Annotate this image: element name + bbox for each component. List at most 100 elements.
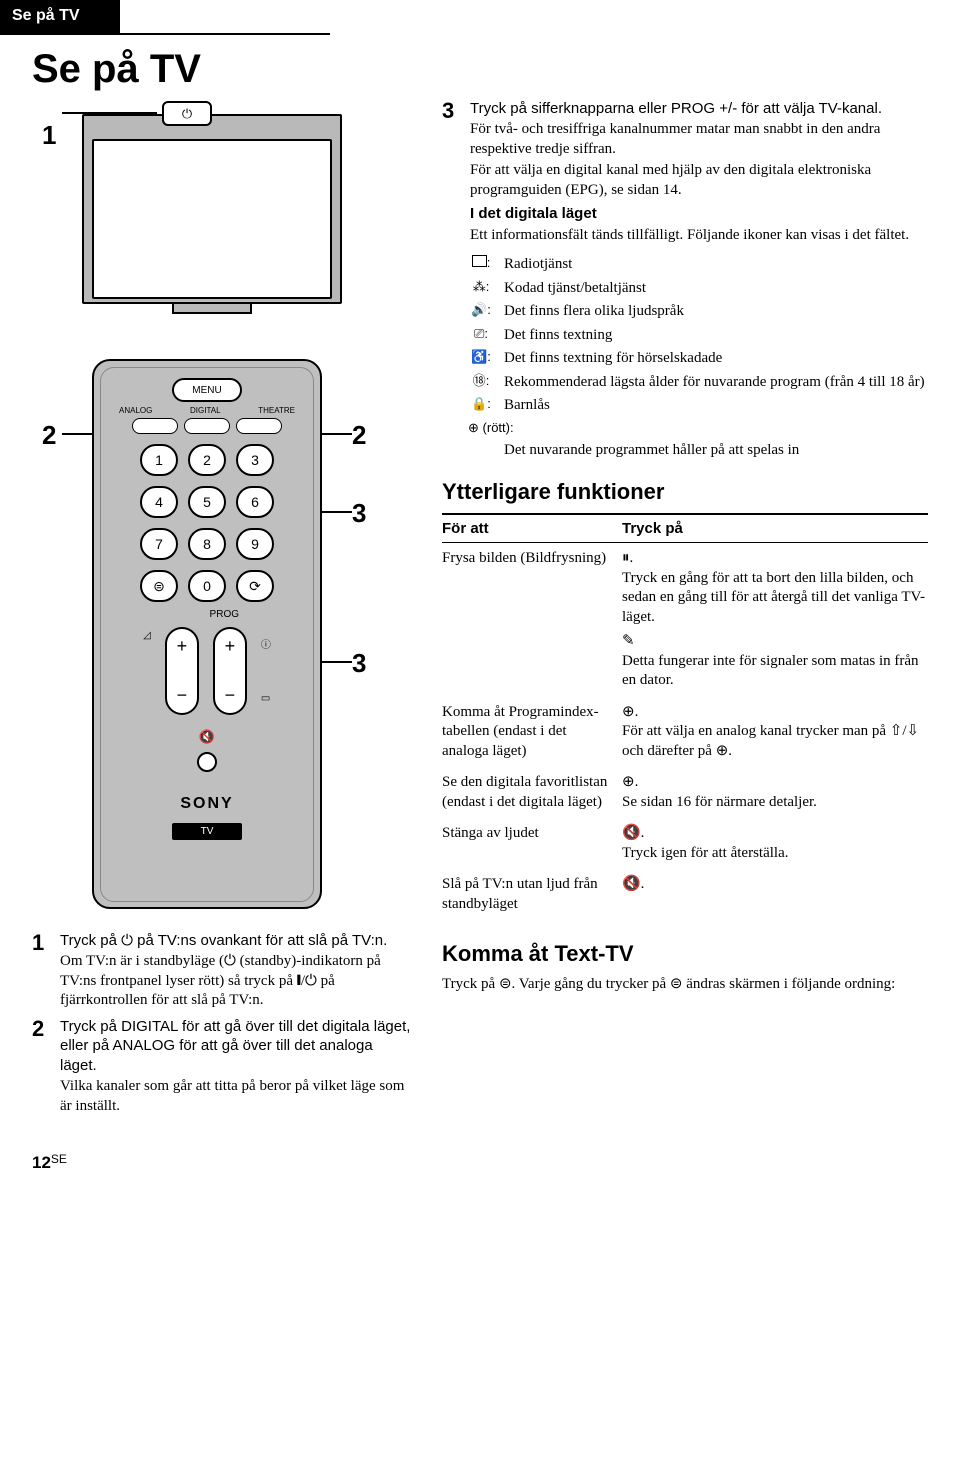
rec-icon: ⊕ (468, 420, 479, 435)
callout-line (322, 511, 352, 513)
page-number: 12 (32, 1153, 51, 1172)
step-main: Tryck på sifferknapparna eller PROG +/- … (470, 99, 928, 119)
step-3: 3 Tryck på sifferknapparna eller PROG +/… (442, 99, 928, 246)
callout-2-right: 2 (352, 419, 366, 453)
header-rule (0, 33, 330, 35)
tv-screen (92, 139, 332, 299)
mode-label-analog: ANALOG (119, 406, 152, 416)
radio-icon (472, 255, 487, 267)
icon-row-age: ⑱: Rekommenderad lägsta ålder för nuvara… (468, 373, 928, 393)
step-sub: För att välja en digital kanal med hjälp… (470, 161, 928, 200)
step-sub: Ett informationsfält tänds tillfälligt. … (470, 226, 928, 246)
icon-desc: Barnlås (504, 396, 550, 416)
table-row: Komma åt Programindex-tabellen (endast i… (442, 697, 928, 768)
menu-button[interactable]: MENU (172, 378, 242, 402)
cell-b-text: Se sidan 16 för närmare detaljer. (622, 793, 928, 813)
icon-desc: Det finns textning (504, 326, 612, 346)
prog-label: PROG (210, 608, 239, 621)
mute-icon: 🔇 (115, 729, 299, 746)
page-suffix: SE (51, 1152, 67, 1166)
icon-desc: Det finns flera olika ljudspråk (504, 302, 684, 322)
tv-stand (172, 304, 252, 314)
lock-icon: 🔒 (471, 396, 487, 411)
callout-1: 1 (42, 119, 56, 153)
icon-row-radio: : Radiotjänst (468, 255, 928, 275)
step-main: Tryck på DIGITAL för att gå över till de… (60, 1017, 412, 1076)
key-2[interactable]: 2 (188, 444, 226, 476)
prog-rocker[interactable]: +− (213, 627, 247, 715)
mute-button[interactable] (197, 752, 217, 772)
mode-label-digital: DIGITAL (190, 406, 221, 416)
brand-label: SONY (115, 794, 299, 815)
tv-power-button[interactable]: ⏻ (162, 101, 212, 126)
callout-line (62, 433, 92, 435)
key-7[interactable]: 7 (140, 528, 178, 560)
cell-b-note: Detta fungerar inte för signaler som mat… (622, 652, 928, 691)
key-1[interactable]: 1 (140, 444, 178, 476)
tv-icon: ▭ (261, 692, 271, 705)
callout-line (322, 433, 352, 435)
step-2: 2 Tryck på DIGITAL för att gå över till … (32, 1017, 412, 1117)
cell-b-sym: ⏸. (622, 549, 928, 569)
mode-label-theatre: THEATRE (258, 406, 295, 416)
cell-b-text: För att välja en analog kanal trycker ma… (622, 722, 928, 761)
icon-row-audio: 🔊: Det finns flera olika ljudspråk (468, 302, 928, 322)
key-0[interactable]: 0 (188, 570, 226, 602)
step-num: 1 (32, 931, 52, 1011)
key-6[interactable]: 6 (236, 486, 274, 518)
cell-a: Slå på TV:n utan ljud från standbyläget (442, 875, 622, 914)
icon-row-rec: ⊕ (rött): (468, 420, 928, 437)
cell-b-sym: ⊕. (622, 773, 928, 793)
key-text[interactable]: ⊜ (140, 570, 178, 602)
note-icon: ✎ (622, 632, 635, 649)
hoh-icon: ♿ (471, 349, 487, 364)
key-3[interactable]: 3 (236, 444, 274, 476)
key-8[interactable]: 8 (188, 528, 226, 560)
cell-b-text: Tryck igen för att återställa. (622, 844, 928, 864)
step-sub: Vilka kanaler som går att titta på beror… (60, 1077, 412, 1116)
key-9[interactable]: 9 (236, 528, 274, 560)
icon-row-lock: 🔒: Barnlås (468, 396, 928, 416)
analog-button[interactable] (132, 418, 178, 434)
cell-b-text: Tryck en gång för att ta bort den lilla … (622, 569, 928, 628)
theatre-button[interactable] (236, 418, 282, 434)
step-num: 3 (442, 99, 462, 246)
icon-desc: Det nuvarande programmet håller på att s… (504, 441, 799, 461)
step-main: Tryck på ⏻ på TV:ns ovankant för att slå… (60, 931, 412, 951)
icon-row-coded: ⁂: Kodad tjänst/betaltjänst (468, 279, 928, 299)
age-icon: ⑱ (473, 373, 486, 388)
table-row: Slå på TV:n utan ljud från standbyläget … (442, 869, 928, 920)
step-1: 1 Tryck på ⏻ på TV:ns ovankant för att s… (32, 931, 412, 1011)
digital-button[interactable] (184, 418, 230, 434)
key-cycle[interactable]: ⟳ (236, 570, 274, 602)
header-tab: Se på TV (0, 0, 120, 33)
icon-desc: Rekommenderad lägsta ålder för nuvarande… (504, 373, 925, 393)
callout-3-prog: 3 (352, 647, 366, 681)
digital-mode-heading: I det digitala läget (470, 204, 928, 224)
subtitle-icon: ⎚ (474, 326, 484, 341)
callout-3-keypad: 3 (352, 497, 366, 531)
remote-tv-tag: TV (172, 823, 242, 840)
volume-rocker[interactable]: +− (165, 627, 199, 715)
table-row: Stänga av ljudet 🔇. Tryck igen för att å… (442, 818, 928, 869)
remote-control: MENU ANALOG DIGITAL THEATRE 1 2 3 (92, 359, 322, 909)
cell-a: Stänga av ljudet (442, 824, 622, 863)
callout-line (62, 112, 157, 114)
tv-remote-figure: ⏻ 1 MENU ANALOG DIGITAL THEATRE (32, 99, 412, 919)
texttv-title: Komma åt Text-TV (442, 940, 928, 969)
icon-desc: Kodad tjänst/betaltjänst (504, 279, 646, 299)
cell-b-sym: 🔇. (622, 824, 928, 844)
step-sub: För två- och tresiffriga kanalnummer mat… (470, 120, 928, 159)
step-sub: Om TV:n är i standbyläge (⏻ (standby)-in… (60, 952, 412, 1011)
texttv-body: Tryck på ⊜. Varje gång du trycker på ⊜ ä… (442, 975, 928, 995)
key-5[interactable]: 5 (188, 486, 226, 518)
functions-table-header: För att Tryck på (442, 513, 928, 544)
col-header-b: Tryck på (622, 515, 928, 543)
step-num: 2 (32, 1017, 52, 1117)
cell-b-sym: 🔇. (622, 875, 928, 895)
cell-a: Se den digitala favoritlistan (endast i … (442, 773, 622, 812)
key-4[interactable]: 4 (140, 486, 178, 518)
page-footer: 12SE (32, 1152, 960, 1174)
col-header-a: För att (442, 515, 622, 543)
icon-desc: Det finns textning för hörselskadade (504, 349, 722, 369)
